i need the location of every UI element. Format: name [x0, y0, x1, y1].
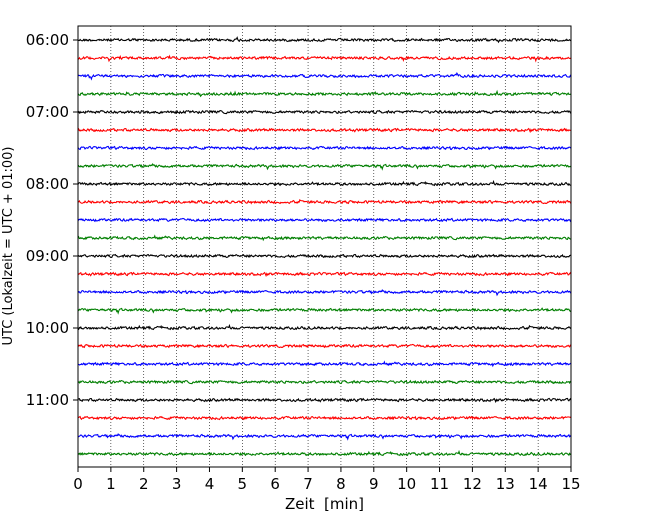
x-tick-label: 2: [139, 475, 149, 493]
x-tick-label: 13: [496, 475, 515, 493]
x-tick-label: 7: [303, 475, 313, 493]
trace-line: [77, 360, 572, 368]
plot-frame: [77, 25, 572, 468]
trace-line: [77, 179, 572, 187]
trace-line: [77, 307, 572, 315]
x-tick-label: 9: [369, 475, 379, 493]
trace-line: [77, 289, 572, 297]
trace-line: [77, 109, 572, 115]
y-axis-label: UTC (Lokalzeit = UTC + 01:00): [1, 147, 16, 346]
trace-line: [77, 253, 572, 259]
trace-line: [77, 271, 572, 278]
trace-line: [77, 323, 572, 331]
x-tick-label: 11: [430, 475, 449, 493]
trace-line: [77, 36, 572, 44]
x-tick-label: 8: [336, 475, 346, 493]
trace-line: [77, 145, 572, 151]
x-tick-label: 5: [238, 475, 248, 493]
x-tick-label: 1: [106, 475, 116, 493]
x-tick-label: 4: [205, 475, 215, 493]
x-tick-label: 10: [397, 475, 416, 493]
trace-line: [77, 198, 572, 205]
x-tick-label: 12: [463, 475, 482, 493]
trace-group: [77, 36, 572, 457]
x-tick-label: 0: [73, 475, 83, 493]
y-tick-label: 06:00: [26, 31, 69, 49]
y-tick-label: 07:00: [26, 103, 69, 121]
trace-line: [77, 54, 572, 63]
trace-line: [77, 217, 572, 223]
trace-line: [77, 234, 572, 242]
y-axis: 06:00 07:00 08:00 09:00 10:00 11:00: [26, 31, 78, 409]
trace-line: [77, 89, 572, 98]
trace-line: [77, 343, 572, 349]
x-tick-label: 6: [270, 475, 280, 493]
y-tick-label: 09:00: [26, 247, 69, 265]
x-axis: 0 1 2 3 4 5 6 7 8 9 10 11 12 13 14 15: [73, 467, 581, 493]
x-axis-label: Zeit [min]: [285, 495, 364, 513]
x-tick-label: 15: [561, 475, 580, 493]
trace-line: [77, 163, 572, 171]
trace-line: [77, 379, 572, 385]
x-tick-label: 14: [529, 475, 548, 493]
trace-line: [77, 127, 572, 134]
y-tick-label: 10:00: [26, 319, 69, 337]
trace-line: [77, 72, 572, 81]
trace-line: [77, 449, 572, 457]
trace-line: [77, 397, 572, 404]
trace-line: [77, 415, 572, 421]
trace-line: [77, 433, 572, 441]
x-tick-label: 3: [172, 475, 182, 493]
y-tick-label: 08:00: [26, 175, 69, 193]
y-tick-label: 11:00: [26, 391, 69, 409]
